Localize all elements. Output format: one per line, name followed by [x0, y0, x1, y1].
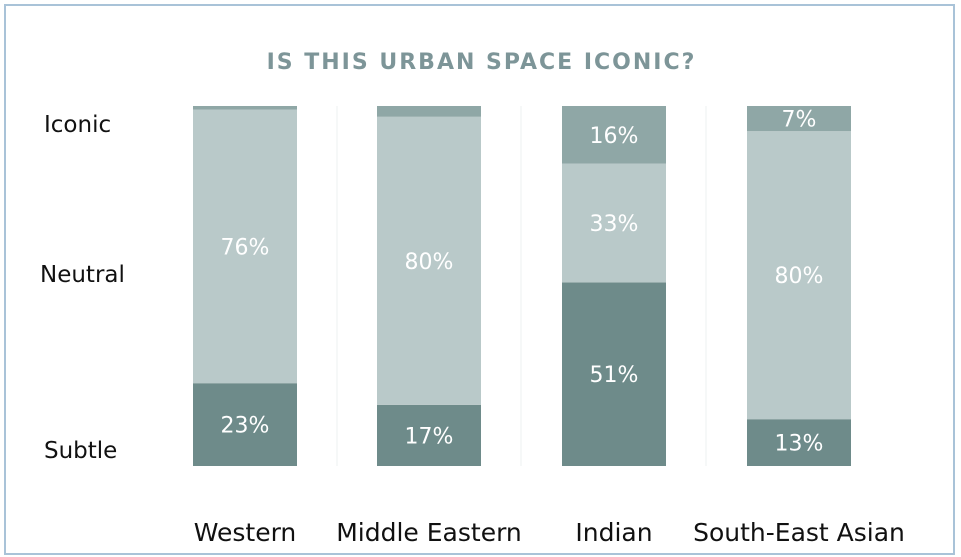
bar-iconic-3 — [747, 106, 851, 132]
bar-iconic-1 — [377, 106, 481, 117]
bar-subtle-0 — [193, 383, 297, 466]
y-level-subtle: Subtle — [44, 438, 118, 464]
data-label-iconic-3: 7% — [782, 108, 817, 133]
data-label-subtle-3: 13% — [775, 432, 824, 457]
y-level-neutral: Neutral — [40, 262, 125, 288]
data-label-subtle-0: 23% — [221, 414, 270, 439]
y-level-iconic: Iconic — [44, 112, 112, 138]
data-label-neutral-1: 80% — [405, 250, 454, 275]
category-label-2: Indian — [575, 518, 652, 547]
bar-subtle-1 — [377, 404, 481, 466]
category-label-3: South-East Asian — [693, 518, 905, 547]
bar-neutral-1 — [377, 116, 481, 405]
data-label-neutral-2: 33% — [590, 212, 639, 237]
bar-iconic-2 — [562, 106, 666, 164]
data-label-subtle-1: 17% — [405, 424, 454, 449]
bar-neutral-0 — [193, 109, 297, 384]
data-label-neutral-3: 80% — [775, 264, 824, 289]
bar-neutral-2 — [562, 163, 666, 283]
bar-subtle-3 — [747, 419, 851, 466]
bar-subtle-2 — [562, 282, 666, 466]
category-label-0: Western — [194, 518, 297, 547]
bar-iconic-0 — [193, 106, 297, 110]
data-label-iconic-2: 16% — [590, 124, 639, 149]
data-label-subtle-2: 51% — [590, 363, 639, 388]
data-label-neutral-0: 76% — [221, 235, 270, 260]
chart-title: IS THIS URBAN SPACE ICONIC? — [266, 50, 697, 75]
category-label-1: Middle Eastern — [336, 518, 522, 547]
bar-neutral-3 — [747, 131, 851, 420]
